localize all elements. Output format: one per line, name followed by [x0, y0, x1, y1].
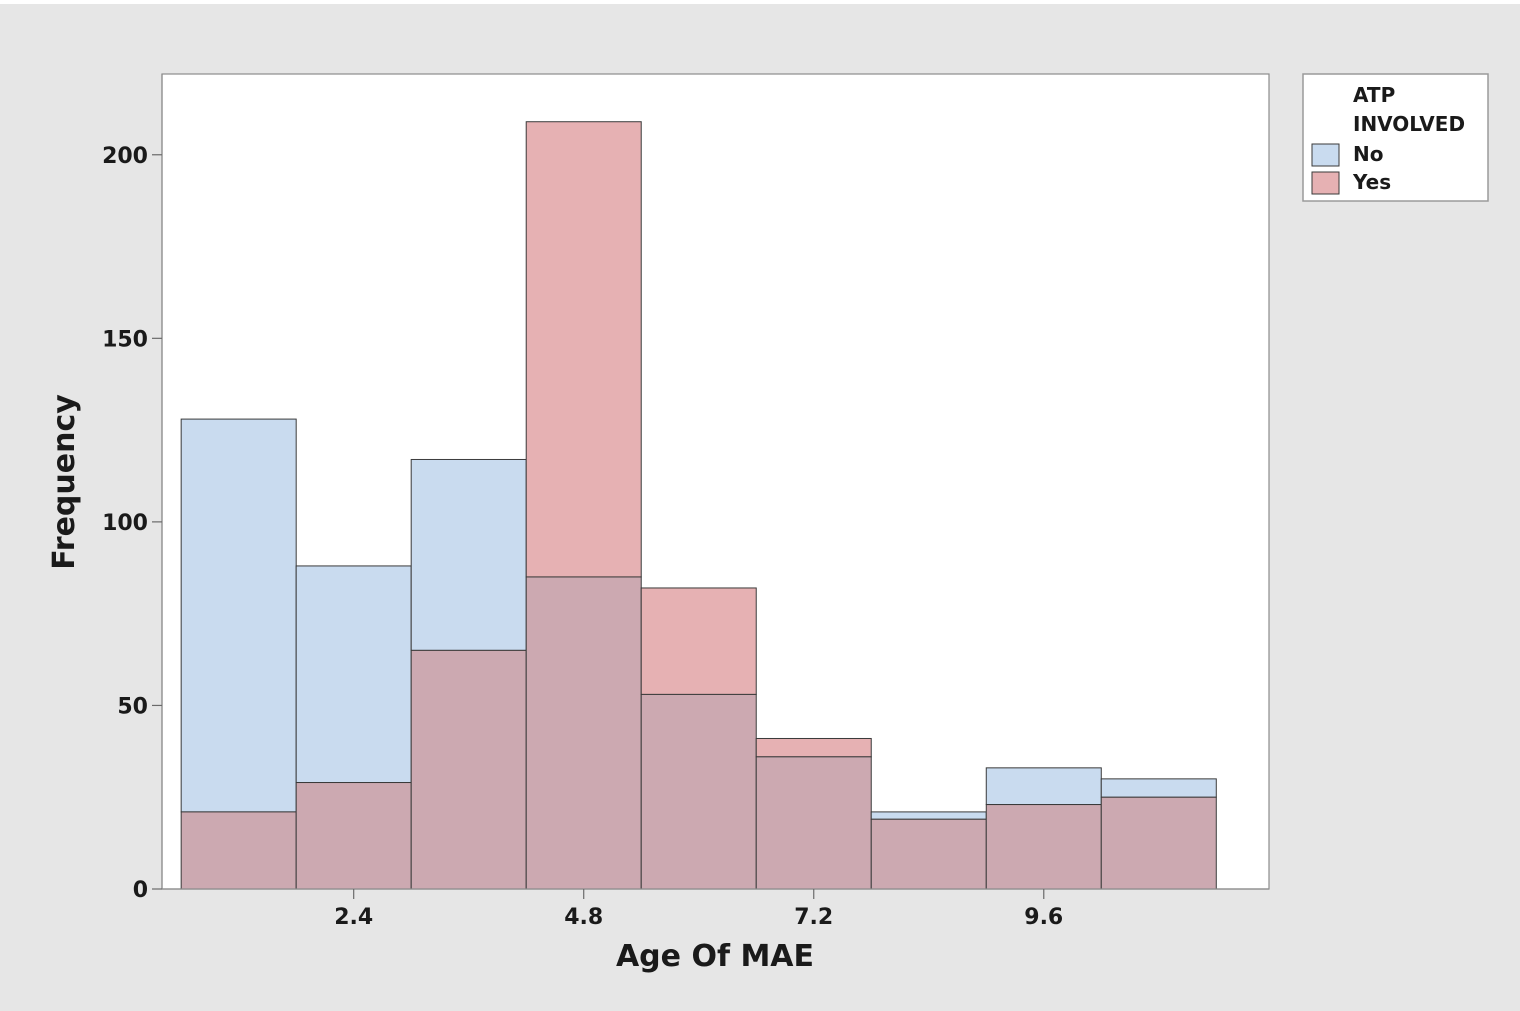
legend-title-line-2: INVOLVED: [1353, 112, 1465, 136]
bar-overlap-2: [295, 782, 412, 890]
legend-label-yes: Yes: [1352, 170, 1391, 194]
bar-overlap-3: [410, 649, 527, 890]
bar-overlap-9: [1100, 796, 1217, 890]
legend-swatch-no: [1311, 143, 1340, 167]
bar-no-1: [180, 418, 297, 813]
y-tick-label: 200: [102, 144, 148, 169]
y-tick-label: 50: [117, 694, 148, 719]
bar-overlap-1: [180, 811, 297, 890]
legend-swatch-yes: [1311, 171, 1340, 195]
x-tick-label: 9.6: [1024, 905, 1063, 930]
y-axis-title: Frequency: [47, 394, 82, 570]
bar-no-2: [295, 565, 412, 784]
legend-title-line-1: ATP: [1353, 83, 1395, 107]
bars-layer: [180, 121, 1217, 890]
bar-no-8: [985, 767, 1102, 806]
bar-yes-6: [755, 737, 872, 758]
legend: ATP INVOLVED No Yes: [1302, 73, 1489, 202]
legend-label-no: No: [1353, 142, 1383, 166]
bar-overlap-7: [870, 818, 987, 890]
y-tick-label: 150: [102, 327, 148, 352]
axes-layer: 0 50 100 150 200 2.4 4.8 7.2 9.6: [102, 74, 1269, 930]
bar-overlap-4: [525, 576, 642, 890]
x-axis-title: Age Of MAE: [616, 939, 814, 974]
x-tick-label: 2.4: [334, 905, 373, 930]
y-tick-label: 100: [102, 511, 148, 536]
y-tick-label: 0: [133, 878, 148, 903]
x-tick-label: 7.2: [794, 905, 833, 930]
bar-no-3: [410, 458, 527, 651]
bar-overlap-6: [755, 756, 872, 890]
bar-overlap-5: [640, 693, 757, 890]
bar-no-9: [1100, 778, 1217, 798]
bar-yes-5: [640, 587, 757, 695]
bar-overlap-8: [985, 804, 1102, 890]
x-tick-label: 4.8: [564, 905, 603, 930]
bar-yes-4: [525, 121, 642, 578]
bar-no-7: [870, 811, 987, 820]
figure-top-border: [0, 0, 1520, 4]
